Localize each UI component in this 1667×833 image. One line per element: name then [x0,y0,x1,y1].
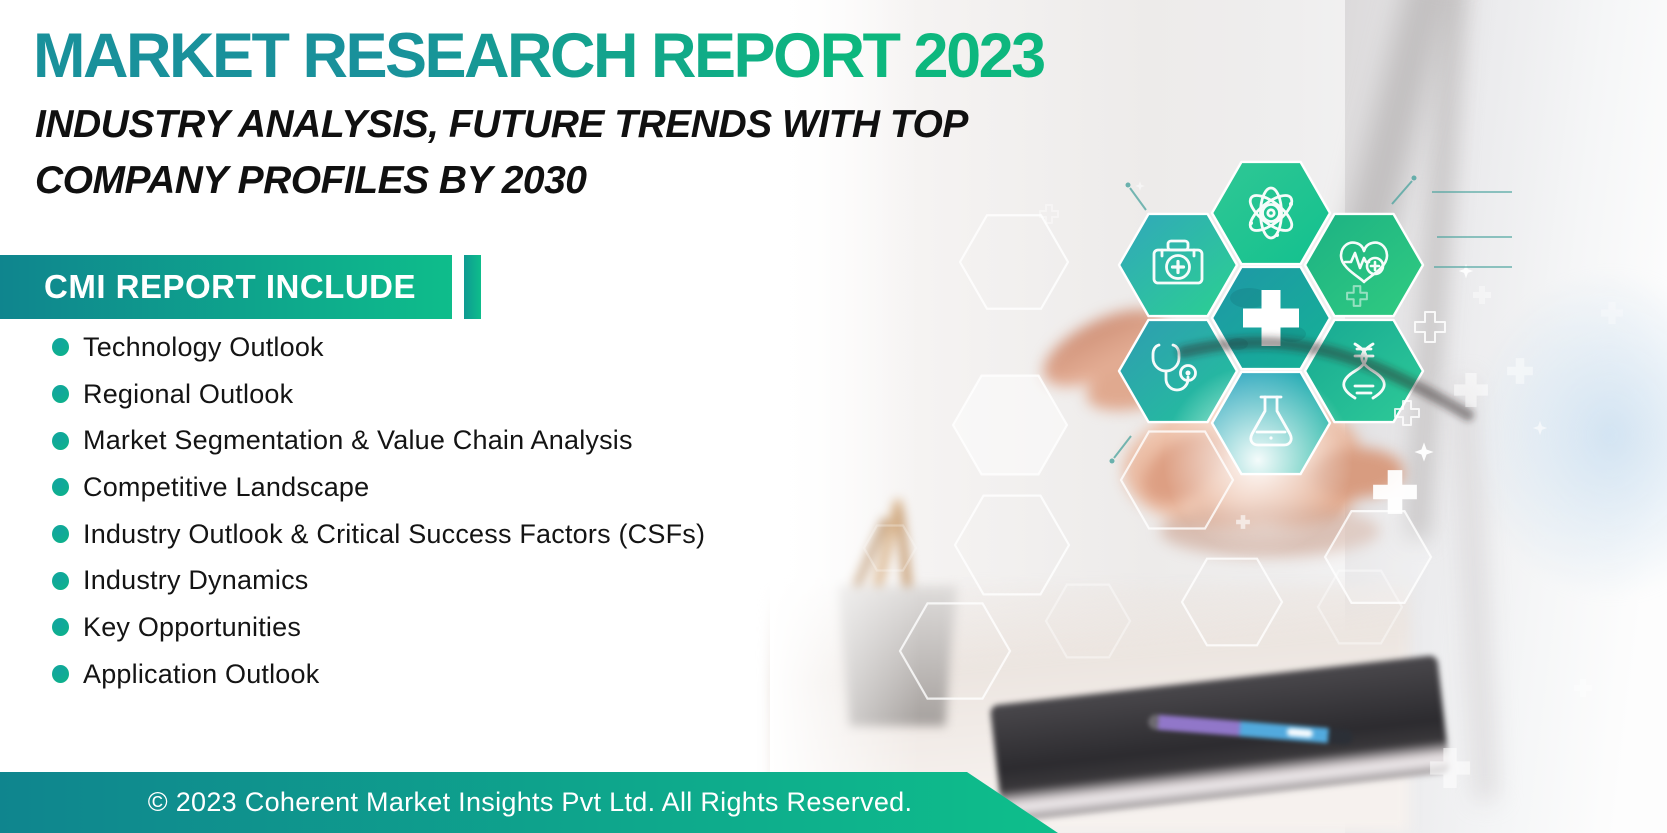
atom-icon [1248,186,1294,240]
report-content: MARKET RESEARCH REPORT 2023 INDUSTRY ANA… [0,21,1046,698]
glow [1163,365,1353,555]
footer-bar: © 2023 Coherent Market Insights Pvt Ltd.… [0,772,1058,833]
blue-glow [1470,270,1667,600]
subtitle-line-1: INDUSTRY ANALYSIS, FUTURE TRENDS WITH TO… [35,103,968,146]
list-item: Competitive Landscape [52,464,705,511]
heart-pulse-icon [1339,241,1389,284]
bullet-icon [52,385,69,404]
list-item: Application Outlook [52,651,705,698]
bullet-icon [52,618,69,637]
copyright-text: © 2023 Coherent Market Insights Pvt Ltd.… [147,787,913,817]
bullet-icon [52,431,69,450]
connector-lines [1109,175,1512,464]
page-subtitle: INDUSTRY ANALYSIS, FUTURE TRENDS WITH TO… [35,97,968,209]
medical-cross-icon [1243,290,1299,346]
bullet-icon [52,525,69,544]
first-aid-kit-icon [1152,239,1204,285]
sparkle-decor [1135,181,1548,462]
banner-accent-bar [464,255,481,319]
photo-decorations [770,0,1623,788]
list-item: Market Segmentation & Value Chain Analys… [52,417,705,464]
hero-photo [770,0,1667,833]
list-item: Industry Dynamics [52,557,705,604]
cmi-report-include-banner: CMI REPORT INCLUDE [0,255,452,319]
list-item: Technology Outlook [52,324,705,371]
medical-hexagon-illustration [770,0,1667,833]
list-item: Regional Outlook [52,371,705,418]
bullet-icon [52,338,69,357]
report-includes-list: Technology Outlook Regional Outlook Mark… [52,324,705,698]
hexagon-outline-decor [864,215,1431,698]
medical-cross-decor [1040,205,1623,788]
bullet-icon [52,571,69,590]
list-item: Key Opportunities [52,604,705,651]
bullet-icon [52,478,69,497]
banner-label: CMI REPORT INCLUDE [44,268,416,305]
list-item: Industry Outlook & Critical Success Fact… [52,511,705,558]
page-title: MARKET RESEARCH REPORT 2023 [33,21,1046,91]
bullet-icon [52,665,69,684]
dark-arc [1177,336,1474,421]
subtitle-line-2: COMPANY PROFILES BY 2030 [35,159,587,202]
